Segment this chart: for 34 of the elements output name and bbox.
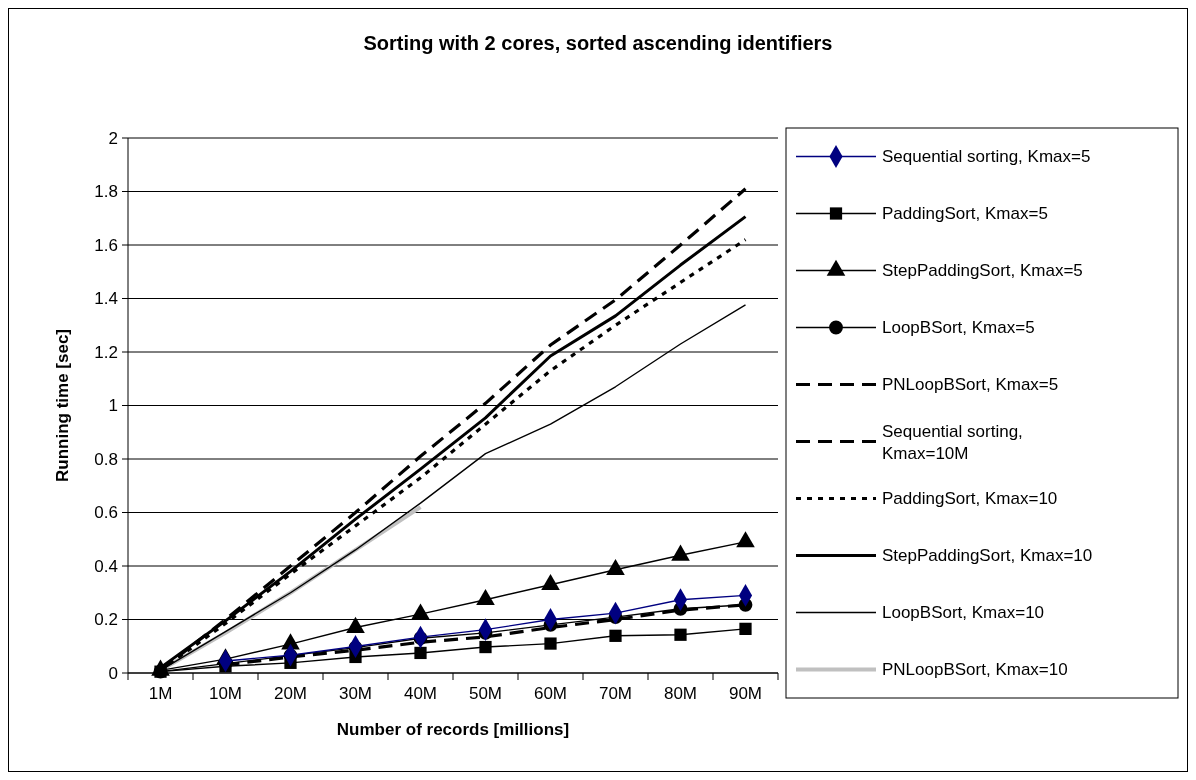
y-tick-label: 1.8 bbox=[94, 182, 118, 202]
legend-label: Sequential sorting, Kmax=10M bbox=[882, 422, 1023, 464]
x-tick-label: 50M bbox=[468, 684, 503, 703]
y-tick-label: 0.8 bbox=[94, 449, 118, 469]
legend-label: PNLoopBSort, Kmax=5 bbox=[882, 375, 1059, 395]
x-tick-label: 30M bbox=[338, 684, 373, 703]
legend-label: PaddingSort, Kmax=10 bbox=[882, 489, 1058, 509]
y-tick-label: 0 bbox=[108, 663, 118, 683]
y-tick-label: 0.4 bbox=[94, 556, 118, 576]
x-tick-label: 1M bbox=[148, 684, 173, 703]
x-tick-label: 70M bbox=[598, 684, 633, 703]
y-tick-label: 1.6 bbox=[94, 235, 118, 255]
x-tick-label: 20M bbox=[273, 684, 308, 703]
chart-title: Sorting with 2 cores, sorted ascending identifiers bbox=[363, 32, 833, 54]
legend-label: StepPaddingSort, Kmax=10 bbox=[882, 546, 1093, 566]
x-tick-label: 40M bbox=[403, 684, 438, 703]
x-tick-label: 80M bbox=[663, 684, 698, 703]
x-axis-title: Number of records [millions] bbox=[336, 720, 570, 739]
y-tick-label: 1.2 bbox=[94, 342, 118, 362]
y-tick-label: 2 bbox=[108, 128, 118, 148]
legend-label: LoopBSort, Kmax=5 bbox=[882, 318, 1035, 338]
x-tick-label: 10M bbox=[208, 684, 243, 703]
legend-label: LoopBSort, Kmax=10 bbox=[882, 603, 1045, 623]
legend-label: PNLoopBSort, Kmax=10 bbox=[882, 660, 1068, 680]
y-tick-label: 1.4 bbox=[94, 289, 118, 309]
y-tick-label: 0.2 bbox=[94, 610, 118, 630]
legend-label: PaddingSort, Kmax=5 bbox=[882, 204, 1048, 224]
legend-label: Sequential sorting, Kmax=5 bbox=[882, 147, 1091, 167]
y-tick-label: 1 bbox=[108, 396, 118, 416]
legend-label: StepPaddingSort, Kmax=5 bbox=[882, 261, 1083, 281]
x-tick-label: 90M bbox=[728, 684, 763, 703]
y-axis-title: Running time [sec] bbox=[53, 328, 72, 483]
y-tick-label: 0.6 bbox=[94, 503, 118, 523]
x-tick-label: 60M bbox=[533, 684, 568, 703]
